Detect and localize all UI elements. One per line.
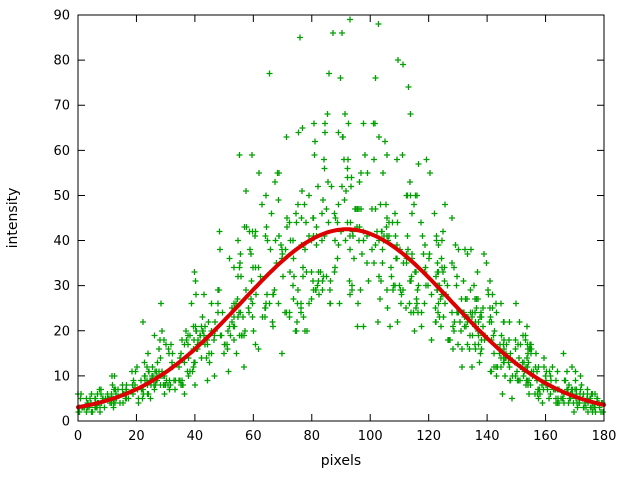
tick-marks — [77, 14, 605, 422]
x-tick-label: 0 — [74, 429, 82, 444]
x-tick-labels: 0 20 40 60 80 100 120 140 160 180 — [74, 429, 617, 444]
x-tick-label: 80 — [304, 429, 321, 444]
y-tick-label: 30 — [53, 279, 70, 294]
x-tick-label: 40 — [187, 429, 204, 444]
fit-curve — [76, 227, 606, 410]
x-tick-label: 160 — [533, 429, 558, 444]
y-axis-label: intensity — [5, 188, 21, 249]
y-tick-label: 80 — [53, 54, 70, 69]
y-tick-label: 90 — [53, 9, 70, 24]
x-axis-label: pixels — [321, 453, 361, 469]
y-tick-label: 60 — [53, 144, 70, 159]
y-tick-labels: 0 10 20 30 40 50 60 70 80 90 — [53, 9, 70, 430]
x-tick-label: 20 — [128, 429, 145, 444]
x-tick-label: 180 — [592, 429, 617, 444]
y-tick-label: 10 — [53, 369, 70, 384]
y-tick-label: 70 — [53, 99, 70, 114]
y-tick-label: 50 — [53, 189, 70, 204]
y-tick-label: 20 — [53, 324, 70, 339]
x-tick-label: 60 — [245, 429, 262, 444]
y-tick-label: 40 — [53, 234, 70, 249]
x-tick-label: 100 — [358, 429, 383, 444]
plot-border — [77, 14, 605, 422]
tick-mark-path — [77, 14, 605, 422]
y-tick-label: 0 — [62, 415, 70, 430]
x-tick-label: 120 — [416, 429, 441, 444]
x-tick-label: 140 — [475, 429, 500, 444]
